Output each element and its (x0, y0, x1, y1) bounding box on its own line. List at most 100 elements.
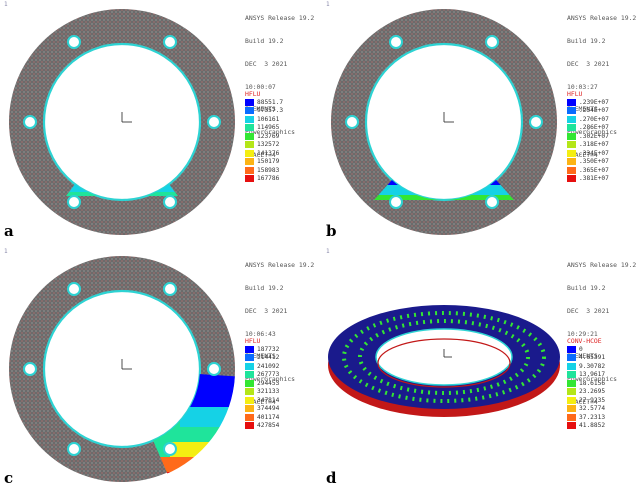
info-line: ANSYS Release 19.2 (567, 261, 637, 270)
legend-swatch (567, 362, 576, 370)
info-block-b: ANSYS Release 19.2 Build 19.2 DEC 3 2021… (567, 0, 636, 175)
legend-swatch (567, 379, 576, 387)
legend-row: .270E+07 (567, 115, 609, 124)
legend-value: 187732 (257, 345, 280, 353)
legend-swatch (245, 107, 254, 115)
legend-value: 9.30782 (579, 362, 606, 370)
legend-row: 37.2313 (567, 413, 605, 422)
info-line: ANSYS Release 19.2 (245, 14, 315, 23)
legend-row: .239E+07 (567, 98, 609, 107)
legend-row: 23.2695 (567, 388, 605, 397)
legend-title: CONV-HCOE (567, 337, 602, 345)
panel-label: d (326, 469, 337, 487)
legend-swatch (567, 354, 576, 362)
legend-value: 88551.7 (257, 98, 284, 106)
legend-swatch (567, 141, 576, 149)
legend-swatch (245, 115, 254, 123)
info-line: EFACET=4 (567, 397, 598, 406)
legend-value: 141376 (257, 149, 280, 157)
window-number: 1 (4, 1, 8, 8)
legend-value: 267773 (257, 371, 280, 379)
mesh-plot-c (9, 256, 236, 483)
legend-swatch (567, 345, 576, 353)
legend-row: 114965 (245, 124, 283, 133)
legend-value: .254E+07 (579, 107, 609, 115)
legend-value: 132572 (257, 141, 280, 149)
legend-swatch (567, 405, 576, 413)
legend-row: 18.6156 (567, 379, 605, 388)
legend-value: 32.5774 (579, 405, 606, 413)
legend-value: 23.2695 (579, 388, 606, 396)
legend-swatch (245, 379, 254, 387)
legend-value: .365E+07 (579, 166, 609, 174)
legend-value: 427854 (257, 422, 280, 430)
info-line: 10:00:07 (245, 82, 276, 91)
info-line: ELEMENTS (245, 105, 276, 114)
legend-value: 123769 (257, 132, 280, 140)
legend-d: CONV-HCOE 0 4.65391 9.30782 13.9617 18.6… (567, 337, 605, 430)
legend-row: 132572 (245, 141, 283, 150)
window-number: 1 (326, 248, 330, 255)
legend-swatch (245, 166, 254, 174)
legend-swatch (245, 149, 254, 157)
legend-row: 374494 (245, 405, 279, 414)
legend-value: 150179 (257, 158, 280, 166)
legend-row: .302E+07 (567, 132, 609, 141)
legend-value: 158983 (257, 166, 280, 174)
legend-row: .381E+07 (567, 175, 609, 184)
info-line: PowerGraphics (567, 128, 618, 137)
legend-value: .302E+07 (579, 132, 609, 140)
legend-swatch (245, 388, 254, 396)
panel-a: 1 (0, 0, 318, 244)
window-number: 1 (4, 248, 8, 255)
mesh-plot-d (328, 305, 560, 417)
legend-value: .350E+07 (579, 158, 609, 166)
info-block-a: ANSYS Release 19.2 Build 19.2 DEC 3 2021… (245, 0, 314, 175)
legend-value: 167786 (257, 175, 280, 183)
legend-swatch (245, 158, 254, 166)
legend-row: .286E+07 (567, 124, 609, 133)
legend-swatch (245, 354, 254, 362)
legend-value: .239E+07 (579, 98, 609, 106)
panel-label: c (4, 469, 14, 487)
legend-value: .334E+07 (579, 149, 609, 157)
legend-swatch (567, 115, 576, 123)
legend-value: 321133 (257, 388, 280, 396)
legend-row: 401174 (245, 413, 279, 422)
legend-row: 141376 (245, 149, 283, 158)
info-line: Build 19.2 (245, 283, 284, 292)
info-line: DEC 3 2021 (567, 59, 610, 68)
panel-label: a (4, 222, 14, 240)
panel-b: 1 (322, 0, 640, 244)
legend-value: .270E+07 (579, 115, 609, 123)
info-line: PowerGraphics (245, 375, 296, 384)
legend-row: 427854 (245, 422, 279, 431)
legend-swatch (245, 124, 254, 132)
legend-swatch (245, 413, 254, 421)
legend-swatch (245, 396, 254, 404)
legend-value: 27.9235 (579, 396, 606, 404)
legend-swatch (567, 422, 576, 430)
legend-swatch (245, 132, 254, 140)
legend-swatch (567, 124, 576, 132)
legend-swatch (567, 396, 576, 404)
legend-row: 214412 (245, 354, 279, 363)
legend-swatch (567, 158, 576, 166)
legend-row: 41.8852 (567, 422, 605, 431)
info-line: ANSYS Release 19.2 (245, 261, 315, 270)
info-line: DEC 3 2021 (245, 306, 288, 315)
info-line: Build 19.2 (567, 36, 606, 45)
legend-row: 347814 (245, 396, 279, 405)
legend-value: 106161 (257, 115, 280, 123)
info-line: PowerGraphics (245, 128, 296, 137)
legend-row: 97357.3 (245, 107, 283, 116)
legend-row: .334E+07 (567, 149, 609, 158)
legend-value: 0 (579, 345, 583, 353)
legend-a: HFLU 88551.7 97357.3 106161 114965 12376… (245, 90, 283, 183)
legend-row: 123769 (245, 132, 283, 141)
legend-swatch (567, 132, 576, 140)
legend-swatch (245, 175, 254, 183)
legend-swatch (567, 166, 576, 174)
panel-d: 1 ANSYS Release 19.2 Build 19.2 DEC 3 20… (322, 247, 640, 491)
legend-row: 32.5774 (567, 405, 605, 414)
